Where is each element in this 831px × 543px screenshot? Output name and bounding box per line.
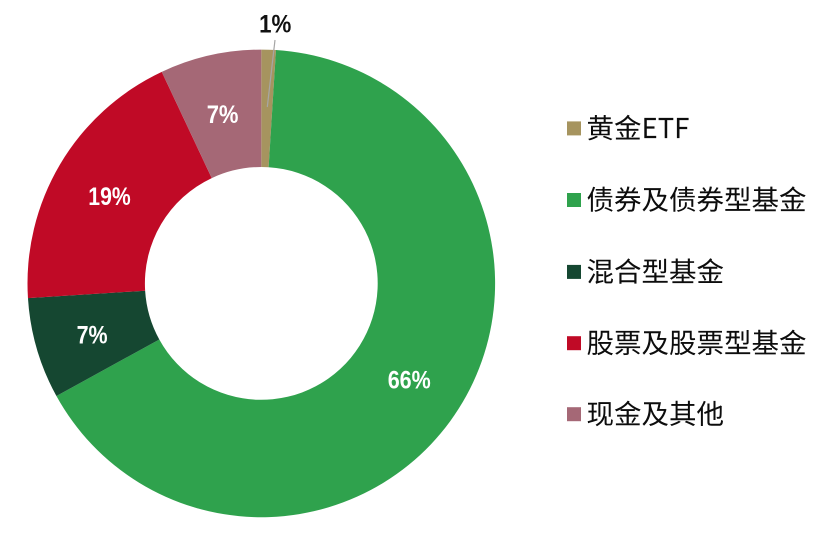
svg-text:66%: 66% (388, 367, 431, 395)
svg-text:1%: 1% (259, 11, 291, 39)
svg-text:7%: 7% (77, 322, 108, 350)
svg-text:7%: 7% (207, 101, 239, 129)
svg-text:19%: 19% (88, 183, 130, 211)
